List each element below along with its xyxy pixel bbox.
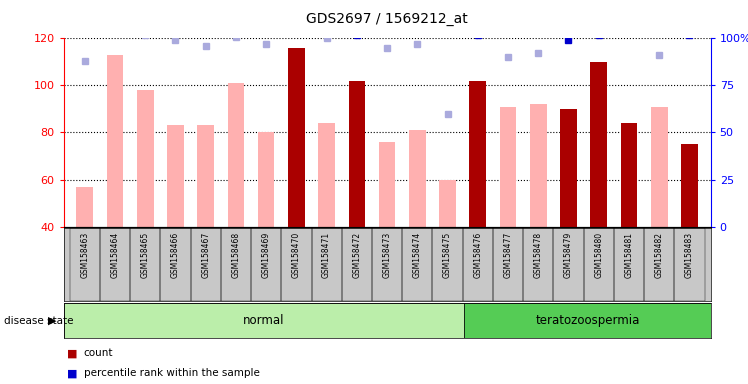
Text: normal: normal [243, 314, 284, 327]
Text: GSM158468: GSM158468 [231, 232, 240, 278]
Bar [560, 109, 577, 227]
Bar [402, 228, 432, 301]
Bar [463, 228, 493, 301]
Text: GSM158466: GSM158466 [171, 232, 180, 278]
Bar [409, 130, 426, 227]
Bar [674, 228, 705, 301]
Bar [439, 180, 456, 227]
Text: ▶: ▶ [48, 316, 56, 326]
Text: GSM158470: GSM158470 [292, 232, 301, 278]
Bar [493, 228, 523, 301]
Text: GSM158467: GSM158467 [201, 232, 210, 278]
Text: GSM158483: GSM158483 [685, 232, 694, 278]
Text: GSM158479: GSM158479 [564, 232, 573, 278]
Text: GSM158465: GSM158465 [141, 232, 150, 278]
Bar [470, 81, 486, 227]
Bar [319, 123, 335, 227]
Text: GSM158477: GSM158477 [503, 232, 512, 278]
Bar [554, 228, 583, 301]
Bar [349, 81, 365, 227]
Bar [590, 62, 607, 227]
Bar [191, 228, 221, 301]
Bar [621, 123, 637, 227]
Bar [64, 303, 464, 338]
Bar [281, 228, 311, 301]
Text: GSM158482: GSM158482 [654, 232, 663, 278]
Bar [583, 228, 614, 301]
Text: percentile rank within the sample: percentile rank within the sample [84, 368, 260, 378]
Bar [342, 228, 372, 301]
Bar [530, 104, 547, 227]
Bar [107, 55, 123, 227]
Bar [651, 107, 667, 227]
Bar [137, 90, 153, 227]
Bar [167, 126, 184, 227]
Bar [432, 228, 463, 301]
Text: ■: ■ [67, 348, 78, 358]
Bar [681, 144, 698, 227]
Bar [100, 228, 130, 301]
Text: GSM158475: GSM158475 [443, 232, 452, 278]
Bar [523, 228, 554, 301]
Text: GDS2697 / 1569212_at: GDS2697 / 1569212_at [306, 12, 468, 25]
Bar [464, 303, 711, 338]
Text: GSM158469: GSM158469 [262, 232, 271, 278]
Bar [221, 228, 251, 301]
Text: GSM158478: GSM158478 [534, 232, 543, 278]
Text: GSM158463: GSM158463 [80, 232, 89, 278]
Bar [160, 228, 191, 301]
Text: GSM158476: GSM158476 [473, 232, 482, 278]
Bar [378, 142, 396, 227]
Bar [70, 228, 100, 301]
Bar [311, 228, 342, 301]
Text: GSM158472: GSM158472 [352, 232, 361, 278]
Text: GSM158471: GSM158471 [322, 232, 331, 278]
Bar [130, 228, 160, 301]
Text: GSM158464: GSM158464 [111, 232, 120, 278]
Bar [500, 107, 516, 227]
Bar [76, 187, 93, 227]
Text: count: count [84, 348, 113, 358]
Bar [227, 83, 245, 227]
Bar [614, 228, 644, 301]
Text: ■: ■ [67, 368, 78, 378]
Text: GSM158474: GSM158474 [413, 232, 422, 278]
Bar [644, 228, 674, 301]
Text: GSM158481: GSM158481 [625, 232, 634, 278]
Bar [197, 126, 214, 227]
Text: GSM158480: GSM158480 [594, 232, 603, 278]
Text: GSM158473: GSM158473 [382, 232, 392, 278]
Text: disease state: disease state [4, 316, 73, 326]
Bar [258, 132, 275, 227]
Text: teratozoospermia: teratozoospermia [535, 314, 640, 327]
Bar [372, 228, 402, 301]
Bar [251, 228, 281, 301]
Bar [288, 48, 304, 227]
